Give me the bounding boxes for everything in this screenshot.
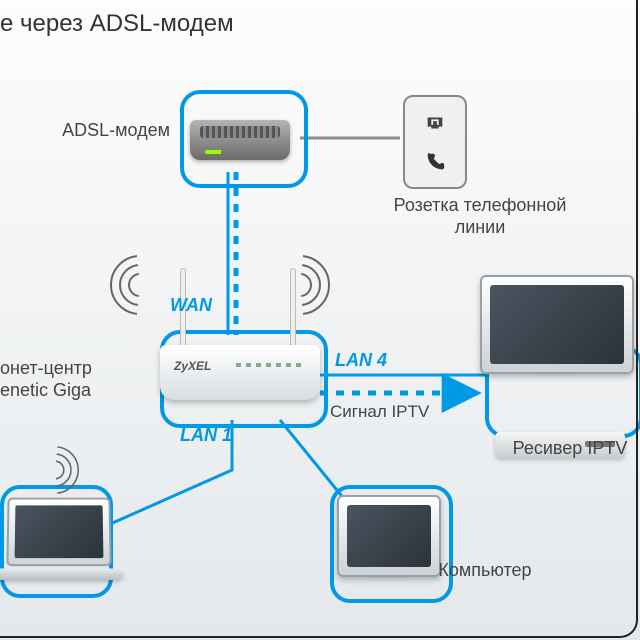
router-device: ZyXEL [160, 345, 320, 400]
diagram-canvas: е через ADSL-модем ADSL-модем Розетка те… [0, 0, 640, 640]
laptop-device [7, 497, 122, 584]
label-lan1: LAN 1 [180, 425, 232, 447]
phone-icon [424, 151, 446, 173]
diagram-title: е через ADSL-модем [0, 10, 234, 38]
wifi-waves-laptop-icon [31, 446, 79, 494]
tv-device [480, 275, 634, 370]
wifi-waves-right-icon [270, 255, 330, 315]
wifi-waves-left-icon [110, 255, 170, 315]
label-computer: Компьютер [420, 560, 550, 582]
adsl-modem-icon [190, 120, 290, 160]
label-receiver: Ресивер IPTV [500, 438, 640, 460]
wall-socket [403, 95, 467, 189]
label-router-line2: enetic Giga [0, 380, 110, 402]
label-lan4: LAN 4 [335, 350, 387, 372]
ethernet-jack-icon [424, 112, 446, 134]
label-router-line1: онет-центр [0, 358, 110, 380]
label-wan: WAN [170, 295, 212, 317]
label-adsl-modem: ADSL-модем [40, 120, 170, 142]
label-iptv: Сигнал IPTV [330, 402, 429, 422]
label-wall-socket: Розетка телефонной линии [370, 195, 590, 238]
router-brand: ZyXEL [174, 359, 211, 373]
